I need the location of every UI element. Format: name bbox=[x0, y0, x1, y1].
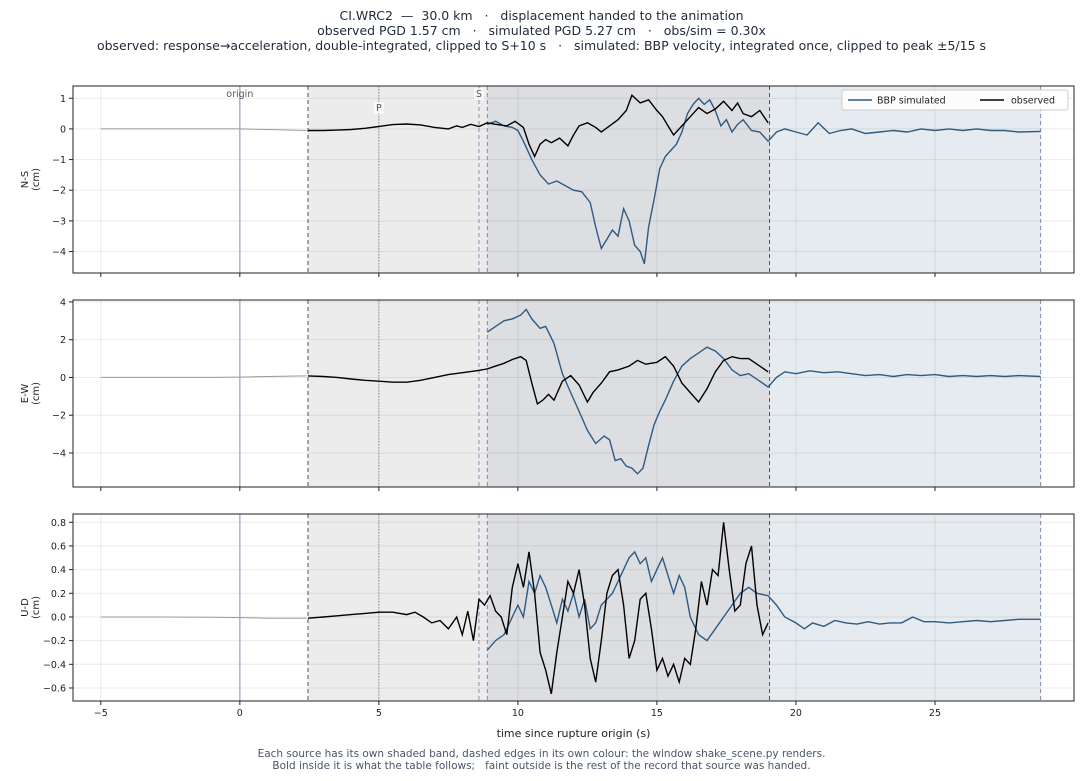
y-tick-label: −4 bbox=[52, 449, 66, 460]
y-tick-label: −2 bbox=[52, 186, 66, 197]
y-tick-label: 0 bbox=[60, 124, 66, 135]
overlap-window-band bbox=[487, 300, 770, 487]
observed-faint-trace bbox=[100, 616, 307, 619]
observed-window-band bbox=[307, 86, 488, 273]
y-tick-label: 4 bbox=[60, 297, 66, 308]
x-tick-label: 15 bbox=[651, 708, 663, 719]
y-tick-label: −0.4 bbox=[43, 660, 66, 671]
y-tick-label: −0.2 bbox=[43, 636, 66, 647]
y-tick-label: 0 bbox=[60, 373, 66, 384]
y-axis-label-line: E-W bbox=[20, 384, 31, 404]
legend-observed-label: observed bbox=[1011, 96, 1055, 107]
title-line-1: CI.WRC2 — 30.0 km · displacement handed … bbox=[339, 8, 744, 23]
y-tick-label: 0.4 bbox=[51, 565, 66, 576]
y-tick-label: −1 bbox=[52, 155, 66, 166]
y-axis-label-line: U-D bbox=[20, 598, 31, 617]
observed-faint-trace bbox=[100, 128, 307, 131]
origin-label: origin bbox=[226, 89, 253, 100]
x-tick-label: 20 bbox=[790, 708, 802, 719]
observed-faint-trace bbox=[100, 375, 307, 378]
title-line-3: observed: response→acceleration, double-… bbox=[96, 38, 987, 53]
y-axis-label: U-D(cm) bbox=[20, 596, 42, 619]
y-axis-label-line: (cm) bbox=[31, 168, 42, 191]
p-label-bg bbox=[373, 102, 384, 114]
x-tick-label: 5 bbox=[376, 708, 382, 719]
y-axis-label-line: (cm) bbox=[31, 596, 42, 619]
panel-frame bbox=[72, 85, 1075, 274]
observed-window-band bbox=[307, 514, 488, 701]
y-tick-label: 0.2 bbox=[51, 589, 66, 600]
panel-frame bbox=[72, 299, 1075, 488]
s-label: S bbox=[476, 89, 482, 100]
simulated-trace bbox=[487, 97, 1041, 265]
legend-simulated-label: BBP simulated bbox=[877, 96, 946, 107]
s-label-bg bbox=[473, 88, 484, 100]
x-axis-label: time since rupture origin (s) bbox=[497, 727, 651, 740]
p-label: P bbox=[376, 103, 382, 114]
x-tick-label: 0 bbox=[237, 708, 243, 719]
overlap-window-band bbox=[487, 514, 770, 701]
legend: BBP simulated observed bbox=[841, 89, 1069, 111]
panel-3: −0.6 −0.4 −0.2 0.0 0.2 0.4 0.6 0.8 −5 0 5 10 15 20 25 U… bbox=[20, 513, 1075, 719]
y-tick-label: 0.0 bbox=[51, 612, 66, 623]
observed-trace bbox=[308, 93, 769, 159]
y-tick-label: −0.6 bbox=[43, 683, 66, 694]
x-tick-label: 10 bbox=[512, 708, 524, 719]
x-tick-label: −5 bbox=[94, 708, 108, 719]
observed-trace bbox=[307, 522, 769, 695]
y-tick-label: 0.6 bbox=[51, 541, 66, 552]
panel-2: −4 −2 0 2 4 E-W(cm) bbox=[20, 297, 1075, 491]
observed-trace bbox=[307, 355, 769, 406]
footer-line-2: Bold inside it is what the table follows… bbox=[272, 760, 811, 772]
y-axis-label: E-W(cm) bbox=[20, 382, 42, 405]
y-tick-label: 2 bbox=[60, 335, 66, 346]
simulated-trace bbox=[486, 308, 1041, 475]
simulated-window-band bbox=[769, 300, 1041, 487]
overlap-window-band bbox=[487, 86, 770, 273]
panel-frame bbox=[72, 513, 1075, 702]
y-tick-label: −3 bbox=[52, 216, 66, 227]
y-tick-label: 1 bbox=[60, 94, 66, 105]
y-axis-label: N-S(cm) bbox=[20, 168, 42, 191]
simulated-window-band bbox=[769, 86, 1041, 273]
y-tick-label: −2 bbox=[52, 411, 66, 422]
panel-1: −4 −3 −2 −1 0 1 N-S(cm) origin P S BBP simulated ob… bbox=[20, 85, 1075, 277]
simulated-trace bbox=[486, 550, 1041, 651]
x-tick-label: 25 bbox=[929, 708, 941, 719]
y-tick-label: −4 bbox=[52, 247, 66, 258]
title-line-2: observed PGD 1.57 cm · simulated PGD 5.2… bbox=[317, 23, 766, 38]
simulated-window-band bbox=[769, 514, 1041, 701]
y-tick-label: 0.8 bbox=[51, 518, 66, 529]
footer-line-1: Each source has its own shaded band, das… bbox=[257, 748, 826, 760]
y-axis-label-line: (cm) bbox=[31, 382, 42, 405]
observed-window-band bbox=[307, 300, 488, 487]
legend-box bbox=[841, 89, 1069, 111]
y-axis-label-line: N-S bbox=[20, 171, 31, 188]
